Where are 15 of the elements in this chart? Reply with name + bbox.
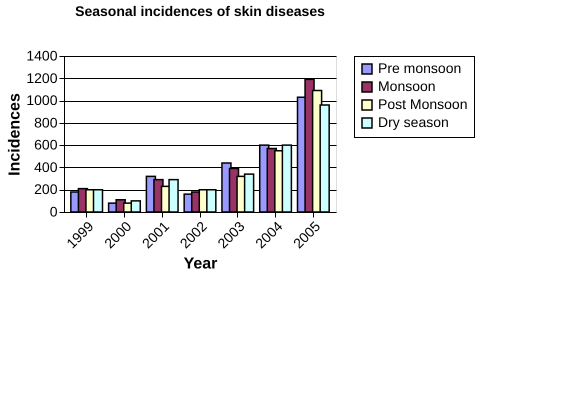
legend-label: Monsoon xyxy=(378,78,436,94)
legend-label: Dry season xyxy=(378,114,449,130)
y-tick-label: 800 xyxy=(34,114,58,130)
y-axis-title: Incidences xyxy=(6,93,24,176)
legend-label: Post Monsoon xyxy=(378,96,468,112)
chart-title: Seasonal incidences of skin diseases xyxy=(75,3,326,19)
y-tick-label: 600 xyxy=(34,136,58,153)
y-tick-label: 1000 xyxy=(26,92,58,108)
y-tick-label: 0 xyxy=(50,204,58,220)
y-tick-label: 1400 xyxy=(26,48,58,64)
y-tick-label: 1200 xyxy=(26,70,58,86)
x-axis-title: Year xyxy=(184,255,218,272)
y-tick-label: 200 xyxy=(34,181,58,198)
legend-label: Pre monsoon xyxy=(378,60,462,76)
y-tick-label: 400 xyxy=(34,158,58,175)
